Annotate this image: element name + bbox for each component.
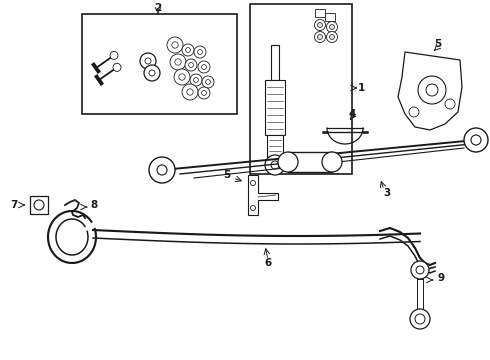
Circle shape — [322, 152, 342, 172]
Circle shape — [167, 37, 183, 53]
Circle shape — [34, 200, 44, 210]
Circle shape — [145, 58, 151, 64]
Polygon shape — [248, 175, 278, 215]
Bar — [265, 80, 285, 135]
Text: 7: 7 — [11, 200, 18, 210]
Circle shape — [187, 89, 193, 95]
Bar — [267, 135, 283, 157]
Circle shape — [149, 157, 175, 183]
Text: 5: 5 — [223, 170, 230, 180]
Circle shape — [410, 309, 430, 329]
Circle shape — [113, 63, 121, 71]
Circle shape — [197, 50, 202, 54]
Circle shape — [182, 44, 194, 56]
Bar — [250, 4, 352, 174]
Circle shape — [140, 53, 156, 69]
Circle shape — [326, 22, 338, 32]
Circle shape — [318, 35, 322, 40]
Bar — [315, 9, 325, 17]
Circle shape — [194, 78, 198, 82]
Polygon shape — [398, 52, 462, 130]
Circle shape — [426, 84, 438, 96]
Circle shape — [415, 314, 425, 324]
Bar — [325, 13, 335, 21]
Circle shape — [172, 42, 178, 48]
Circle shape — [201, 64, 206, 69]
Circle shape — [186, 48, 191, 53]
Bar — [288, 152, 332, 172]
Circle shape — [329, 24, 335, 30]
Circle shape — [174, 69, 190, 85]
Text: 6: 6 — [265, 258, 271, 268]
Circle shape — [175, 59, 181, 65]
Circle shape — [182, 84, 198, 100]
Circle shape — [144, 65, 160, 81]
Text: 1: 1 — [358, 83, 365, 93]
Circle shape — [326, 32, 338, 42]
Bar — [30, 196, 48, 214]
Circle shape — [250, 206, 255, 211]
Text: 8: 8 — [90, 200, 97, 210]
Text: 2: 2 — [154, 3, 162, 13]
Circle shape — [201, 91, 206, 95]
Text: 4: 4 — [348, 109, 356, 119]
Circle shape — [170, 54, 186, 70]
Circle shape — [409, 107, 419, 117]
Circle shape — [190, 74, 202, 86]
Circle shape — [265, 155, 285, 175]
Text: 3: 3 — [383, 188, 390, 198]
Circle shape — [157, 165, 167, 175]
Circle shape — [198, 61, 210, 73]
Circle shape — [198, 87, 210, 99]
Bar — [82, 14, 237, 114]
Bar — [271, 45, 279, 80]
Circle shape — [318, 23, 322, 27]
Circle shape — [202, 76, 214, 88]
Circle shape — [149, 70, 155, 76]
Circle shape — [206, 80, 210, 84]
Circle shape — [278, 152, 298, 172]
Circle shape — [416, 266, 424, 274]
Circle shape — [185, 59, 197, 71]
Circle shape — [315, 32, 325, 42]
Circle shape — [411, 261, 429, 279]
Circle shape — [418, 76, 446, 104]
Circle shape — [464, 128, 488, 152]
Circle shape — [271, 161, 279, 169]
Text: 5: 5 — [434, 39, 441, 49]
Text: 9: 9 — [438, 273, 445, 283]
Circle shape — [110, 51, 118, 59]
Circle shape — [445, 99, 455, 109]
Circle shape — [179, 74, 185, 80]
Circle shape — [189, 63, 194, 67]
Circle shape — [315, 19, 325, 31]
Circle shape — [329, 35, 335, 40]
Circle shape — [471, 135, 481, 145]
Circle shape — [250, 180, 255, 185]
Circle shape — [194, 46, 206, 58]
